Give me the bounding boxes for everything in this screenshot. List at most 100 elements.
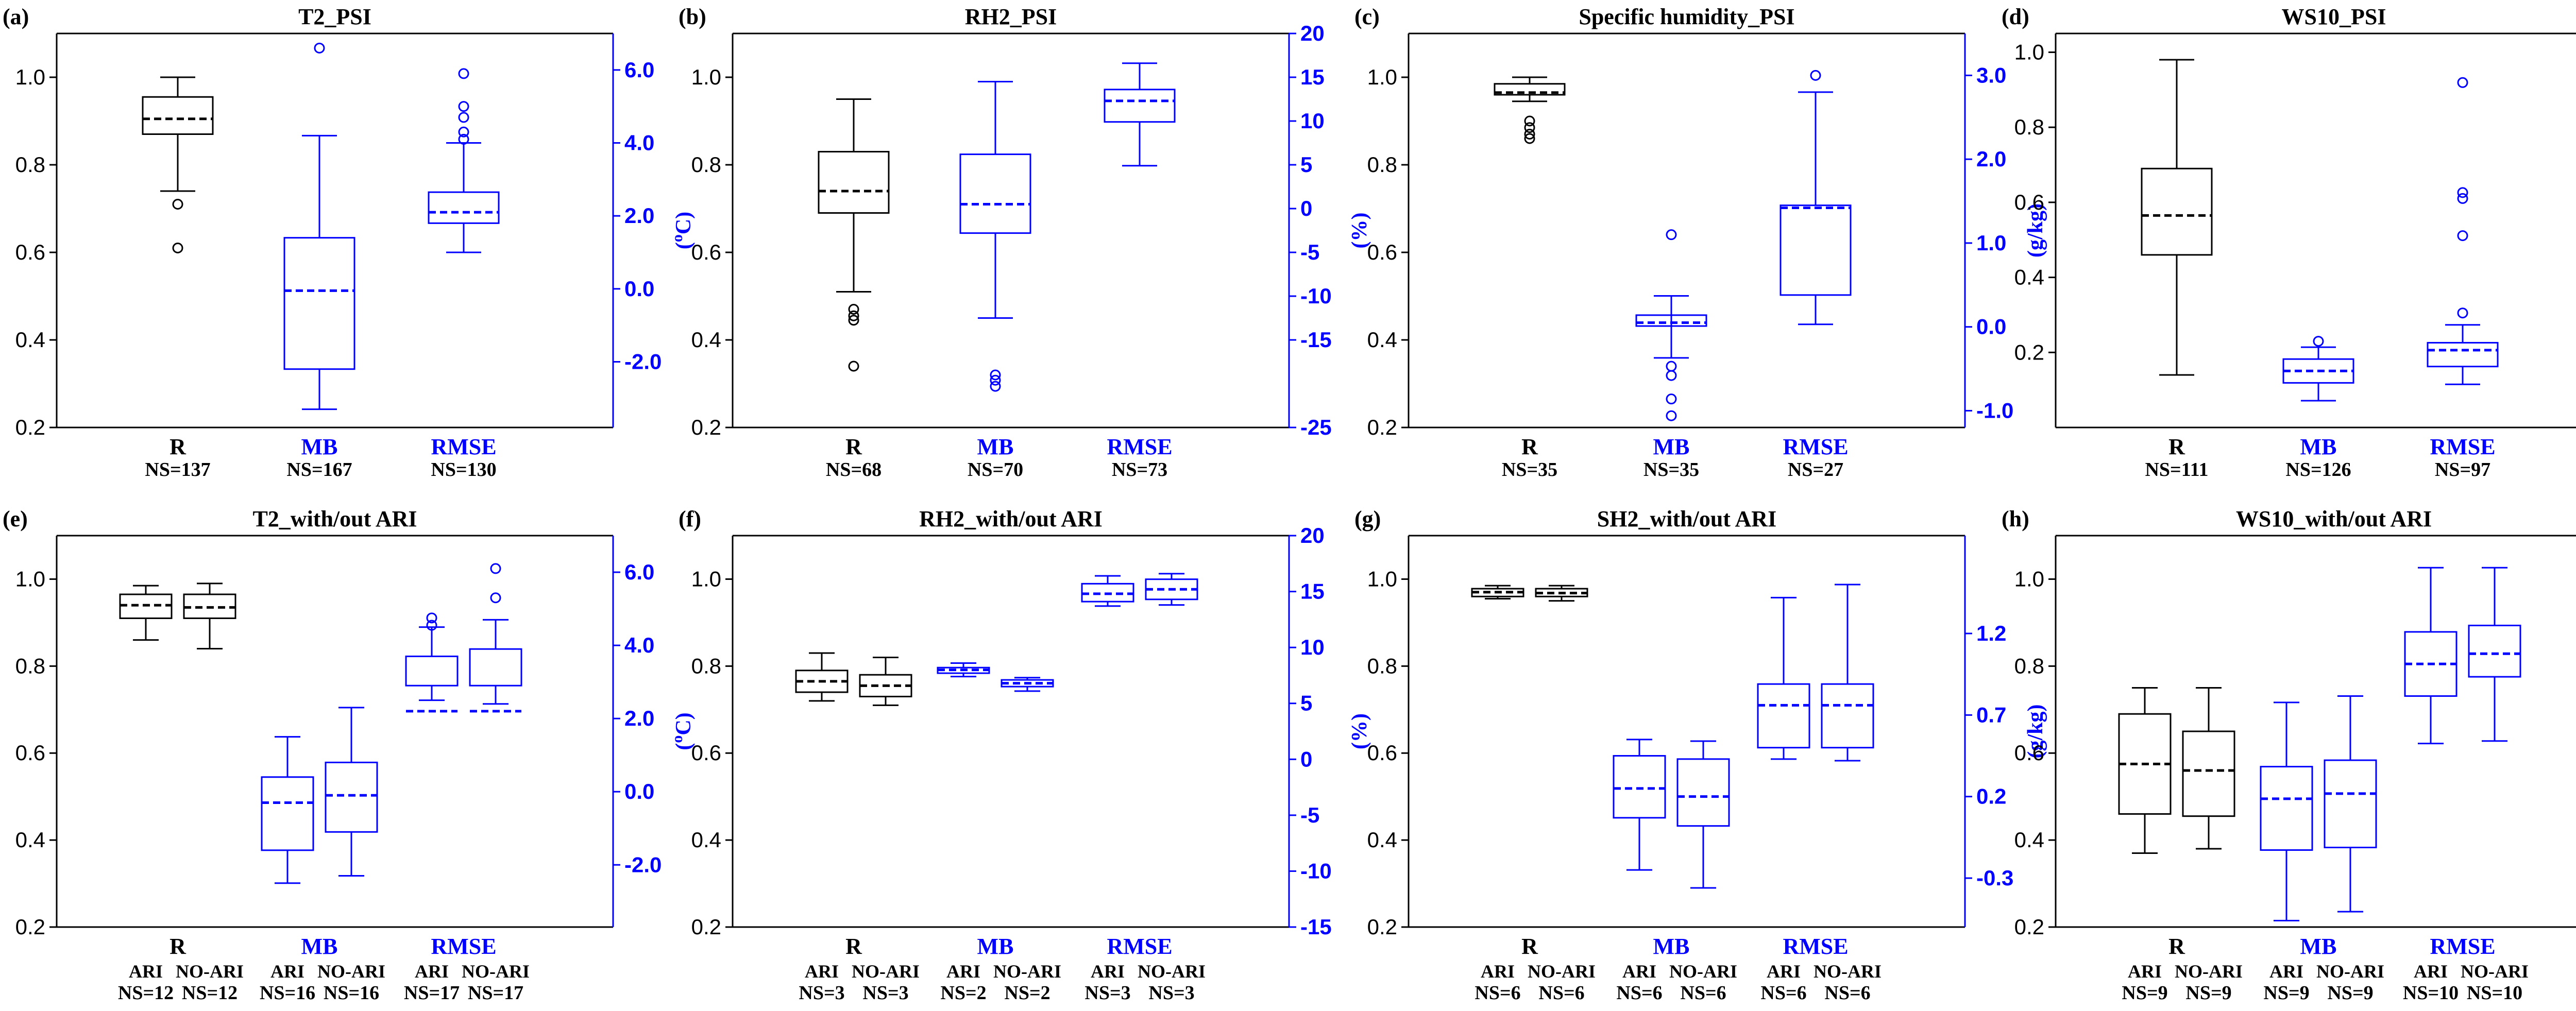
box-iqr: [428, 191, 500, 224]
boxplot: [2260, 701, 2313, 922]
box-iqr: [1757, 683, 1810, 749]
left-tick-label: 0.8: [691, 654, 721, 678]
right-tick-label: 0.7: [1976, 702, 2006, 727]
outlier-point: [2457, 193, 2468, 204]
right-tick-label: 0.0: [1976, 315, 2006, 339]
category-label: R: [2168, 934, 2185, 959]
left-tick-label: 0.8: [691, 152, 721, 177]
left-tick-label: 1.0: [1367, 65, 1397, 89]
left-tick-label: 0.4: [1367, 328, 1397, 352]
right-tick-label: 10: [1300, 109, 1325, 133]
left-tick-label: 0.8: [2014, 654, 2044, 678]
right-axis-label-part: (%): [1348, 213, 1371, 249]
category-label: RMSE: [1107, 934, 1172, 959]
left-tick-label: 0.2: [15, 415, 45, 439]
right-tick-label: -10: [1300, 284, 1332, 308]
sample-count-label: NS=126: [2285, 459, 2351, 481]
sample-count-label: NS=2: [1004, 982, 1050, 1004]
right-axis-label-part: C): [672, 712, 696, 735]
subcategory-label: NO-ARI: [852, 961, 920, 982]
outlier-point: [458, 126, 469, 138]
sample-count-label: NS=16: [260, 982, 315, 1004]
category-label: MB: [301, 434, 338, 459]
right-tick-label: 20: [1300, 523, 1325, 547]
boxplot: [1081, 575, 1134, 607]
left-tick-label: 1.0: [691, 65, 721, 89]
right-tick-label: 6.0: [624, 560, 654, 584]
boxplot: [183, 582, 236, 650]
outlier-point: [2313, 336, 2324, 347]
right-tick-label: -0.3: [1976, 866, 2013, 890]
sample-count-label: NS=167: [286, 459, 352, 481]
panel-title: WS10_with/out ARI: [2236, 506, 2432, 532]
subcategory-label: ARI: [415, 961, 449, 982]
right-axis-label: (g/kg): [2024, 203, 2047, 258]
sample-count-label: NS=6: [1760, 982, 1806, 1004]
category-label: MB: [1653, 934, 1690, 959]
box-iqr: [1494, 83, 1566, 96]
right-axis-label: (oC): [669, 212, 696, 249]
category-label: R: [845, 434, 862, 459]
left-tick-label: 0.4: [691, 828, 721, 852]
outlier-point: [2457, 307, 2468, 319]
outlier-point: [848, 315, 859, 326]
boxplot: [1104, 62, 1176, 167]
right-tick-label: 4.0: [624, 131, 654, 155]
sample-count-label: NS=12: [118, 982, 174, 1004]
sample-count-label: NS=35: [1502, 459, 1557, 481]
panel-letter: (h): [2002, 506, 2029, 532]
sample-count-label: NS=3: [799, 982, 844, 1004]
subcategory-label: NO-ARI: [1138, 961, 1206, 982]
box-iqr: [959, 153, 1031, 234]
sample-count-label: NS=73: [1112, 459, 1167, 481]
boxplot: [283, 42, 355, 410]
panel-title: RH2_with/out ARI: [919, 506, 1103, 532]
sample-count-label: NS=3: [1148, 982, 1194, 1004]
outlier-point: [458, 68, 469, 79]
boxplot: [1001, 677, 1054, 692]
right-tick-label: 15: [1300, 579, 1325, 604]
box-iqr: [1676, 758, 1730, 827]
right-tick-label: 2.0: [1976, 147, 2006, 171]
left-tick-label: 0.4: [2014, 828, 2044, 852]
right-tick-label: -1.0: [1976, 398, 2013, 422]
panel-letter: (d): [2002, 4, 2029, 29]
sample-count-label: NS=27: [1788, 459, 1843, 481]
category-label: R: [1521, 434, 1538, 459]
box-iqr: [1104, 89, 1176, 123]
panel-letter: (f): [679, 506, 701, 532]
box-iqr: [405, 655, 459, 687]
boxplot: [261, 736, 314, 884]
outlier-point: [1524, 129, 1535, 140]
sample-count-label: NS=9: [2185, 982, 2231, 1004]
left-tick-label: 0.2: [1367, 415, 1397, 439]
panel-5: (f) RH2_with/out ARI 0.2 0.4 0.6 0.8 1.0 -15 -10…: [679, 506, 1371, 1004]
category-label: MB: [977, 434, 1014, 459]
panel-letter: (a): [3, 4, 29, 29]
left-tick-label: 1.0: [15, 65, 45, 89]
box-iqr: [2141, 167, 2213, 256]
box-iqr: [283, 237, 355, 370]
outlier-point: [848, 361, 859, 372]
panel-3: (d)WS10_PSI0.20.40.60.81.0-106121824(m/s…: [2002, 4, 2576, 481]
right-axis-label-sup: o: [669, 234, 686, 242]
subcategory-label: ARI: [2269, 961, 2303, 982]
sample-count-label: NS=6: [1824, 982, 1870, 1004]
right-tick-label: 0.2: [1976, 784, 2006, 809]
panel-6: (g) SH2_with/out ARI0.20.40.60.81.0-0.30.…: [1354, 506, 2047, 1004]
right-axis-label-part: (%): [1348, 713, 1371, 749]
left-tick-label: 0.8: [15, 654, 45, 678]
subcategory-label: NO-ARI: [317, 961, 385, 982]
outlier-point: [314, 42, 325, 54]
subcategory-label: NO-ARI: [462, 961, 530, 982]
panel-title: T2_with/out ARI: [252, 506, 417, 532]
left-tick-label: 1.0: [2014, 40, 2044, 64]
category-label: MB: [301, 934, 338, 959]
right-tick-label: -15: [1300, 328, 1332, 352]
left-tick-label: 0.6: [1367, 741, 1397, 765]
sample-count-label: NS=10: [2467, 982, 2522, 1004]
panel-letter: (b): [679, 4, 706, 29]
outlier-point: [1666, 361, 1677, 372]
right-axis-label: (%): [1348, 713, 1371, 749]
panel-title: SH2_with/out ARI: [1597, 506, 1776, 532]
